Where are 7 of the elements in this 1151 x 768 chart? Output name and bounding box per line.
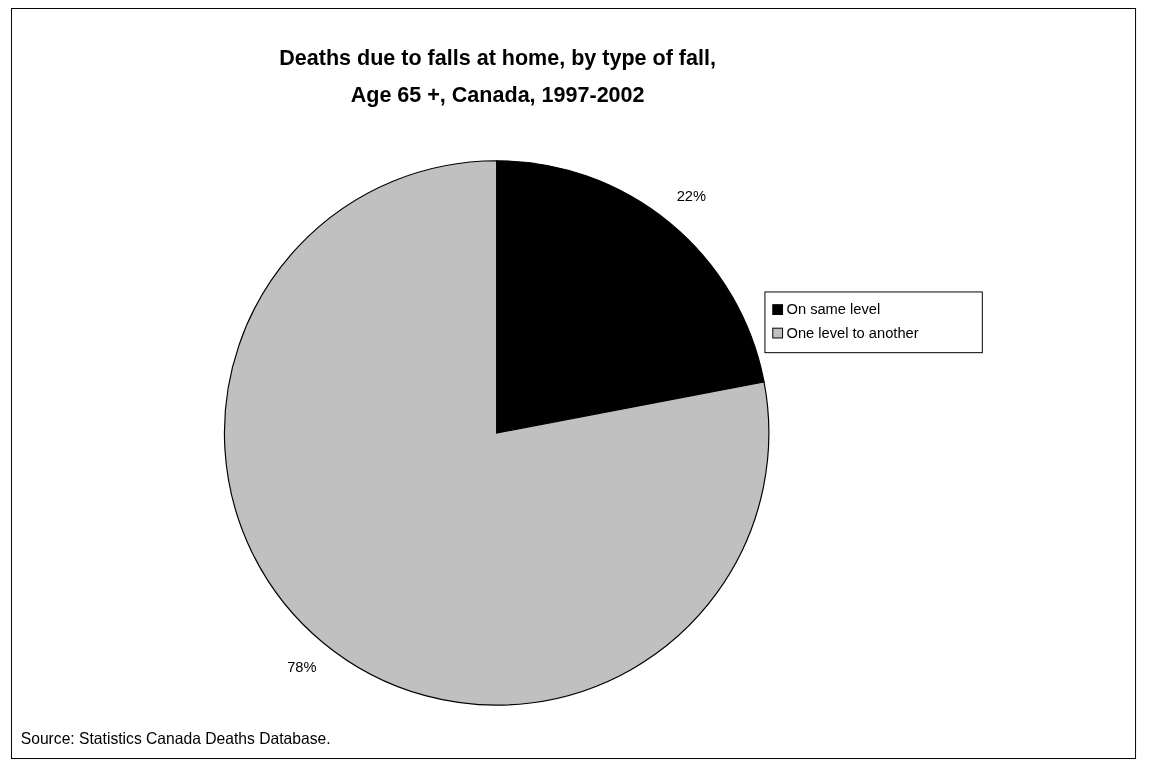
data-label: 22% [676,188,707,205]
legend-label: On same level [786,301,881,318]
chart-title: Deaths due to falls at home, by type of fall, Age 65 +, Canada, 1997-2002 [279,45,716,107]
source-note: Source: Statistics Canada Deaths Database. [20,730,331,748]
pie-slice [223,160,769,706]
data-label: 78% [287,659,317,676]
legend-label: One level to another [786,324,919,341]
